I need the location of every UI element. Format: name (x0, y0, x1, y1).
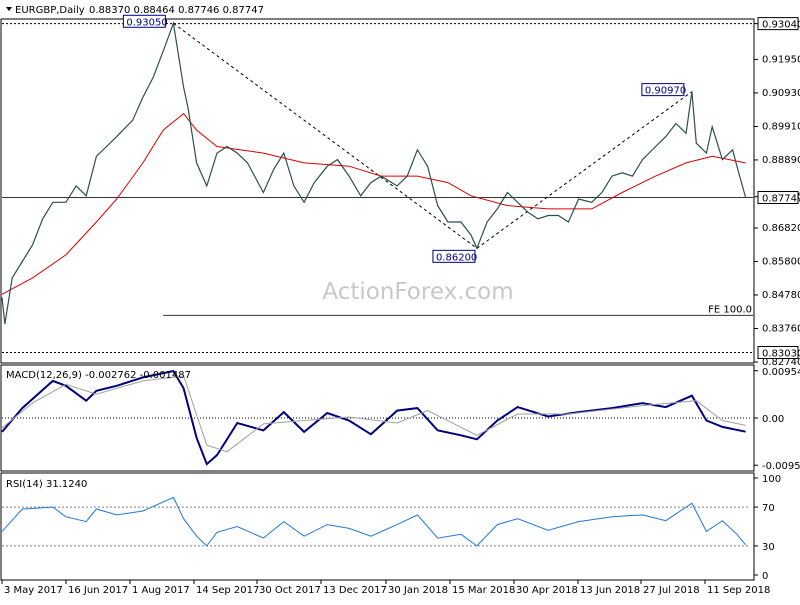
svg-text:0.87747: 0.87747 (762, 194, 800, 205)
x-tick-label: 30 Oct 2017 (259, 585, 321, 596)
x-tick-label: 13 Dec 2017 (323, 585, 387, 596)
rsi-tick-label: 0 (762, 571, 768, 582)
x-tick-label: 14 Sep 2017 (196, 585, 259, 596)
svg-text:0.93050: 0.93050 (126, 17, 167, 28)
macd-series-1 (1, 375, 746, 453)
symbol-label: EURGBP,Daily (15, 5, 85, 16)
rsi-panel-frame (0, 472, 755, 581)
y-tick-label: 0.82740 (762, 357, 800, 368)
ohlc-values: 0.88370 0.88464 0.87746 0.87747 (89, 5, 264, 16)
macd-tick-label: -0.009538 (762, 461, 800, 472)
rsi-series-0 (1, 496, 746, 547)
x-tick-label: 15 Mar 2018 (452, 585, 515, 596)
y-tick-label: 0.90930 (762, 88, 800, 99)
rsi-tick-label: 70 (762, 503, 775, 514)
y-tick-label: 0.91950 (762, 54, 800, 65)
x-tick-label: 16 Jun 2017 (68, 585, 128, 596)
moving-average-line (1, 112, 746, 295)
rsi-tick-label: 100 (762, 474, 781, 485)
y-tick-label: 0.89910 (762, 121, 800, 132)
price-tag-1: 0.83030 (757, 345, 800, 359)
rsi-tick-label: 30 (762, 542, 775, 553)
annotation-2: 0.90970 (641, 83, 686, 97)
collapse-triangle-icon[interactable] (6, 7, 12, 11)
price-header: EURGBP,Daily 0.88370 0.88464 0.87746 0.8… (6, 5, 264, 16)
trendline-0[interactable] (173, 22, 478, 249)
svg-text:0.83030: 0.83030 (762, 348, 800, 359)
svg-text:0.93040: 0.93040 (762, 20, 800, 31)
x-tick-label: 3 May 2017 (4, 585, 63, 596)
macd-series-0 (1, 369, 746, 466)
price-line (1, 20, 747, 324)
macd-tick-label: 0.00 (762, 414, 784, 425)
annotation-1: 0.86200 (432, 249, 477, 263)
macd-header: MACD(12,26,9) -0.002762 -0.001487 (6, 370, 191, 381)
y-tick-label: 0.86820 (762, 223, 800, 234)
fe-label: FE 100.0 (708, 304, 752, 315)
price-panel-frame (0, 18, 755, 364)
x-tick-label: 27 Jul 2018 (643, 585, 700, 596)
price-tag-2: 0.87747 (757, 191, 800, 205)
y-tick-label: 0.83760 (762, 323, 800, 334)
annotation-0: 0.93050 (122, 14, 168, 28)
macd-tick-label: 0.00954 (762, 367, 800, 378)
svg-text:0.86200: 0.86200 (436, 252, 477, 263)
x-tick-label: 30 Apr 2018 (516, 585, 578, 596)
y-tick-label: 0.88890 (762, 155, 800, 166)
y-tick-label: 0.84780 (762, 290, 800, 301)
trendline-1[interactable] (476, 91, 693, 249)
x-tick-label: 30 Jan 2018 (388, 585, 448, 596)
price-tag-0: 0.93040 (757, 17, 800, 31)
x-tick-label: 1 Aug 2017 (132, 585, 190, 596)
watermark: ActionForex.com (322, 279, 513, 305)
y-tick-label: 0.85800 (762, 256, 800, 267)
rsi-header: RSI(14) 31.1240 (6, 479, 87, 490)
svg-text:0.90970: 0.90970 (645, 86, 686, 97)
x-tick-label: 13 Jun 2018 (580, 585, 640, 596)
x-tick-label: 11 Sep 2018 (707, 585, 770, 596)
